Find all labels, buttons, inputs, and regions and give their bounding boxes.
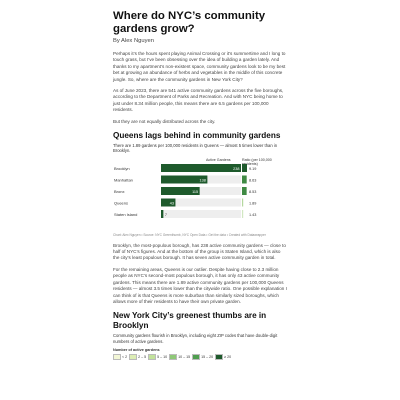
bar-active-gardens <box>161 186 200 195</box>
chart-heading: Queens lags behind in community gardens <box>113 131 281 141</box>
intro-paragraph-2: As of June 2023, there are 541 active co… <box>113 88 284 113</box>
legend-label: < 2 <box>122 354 128 359</box>
ratio-bar <box>242 163 247 172</box>
legend-label: 10 – 15 <box>178 354 191 359</box>
legend-swatch <box>148 353 157 360</box>
body-paragraph-1: Brooklyn, the most-populous borough, has… <box>113 242 286 261</box>
ratio-value-label: 8.63 <box>249 178 256 182</box>
bar-value-label: 238 <box>233 166 239 170</box>
bar-active-gardens <box>161 198 176 207</box>
legend-item: < 2 <box>113 353 128 360</box>
legend-item: 10 – 15 <box>169 353 191 360</box>
bar-track <box>161 209 241 218</box>
legend-title: Number of active gardens <box>113 347 160 352</box>
ratio-bar <box>242 186 247 195</box>
source-prefix: Chart: Alex Nguyen • Source: <box>113 232 155 237</box>
source-link-opendata[interactable]: NYC Open Data <box>182 232 206 237</box>
source-sep-1: , <box>180 232 182 237</box>
bar-value-label: 43 <box>170 201 174 205</box>
col-header-ratio: Ratio (per 100,000 residents) <box>242 157 272 166</box>
map-heading: New York City’s greenest thumbs are in B… <box>113 311 267 331</box>
ratio-value-label: 1.43 <box>249 212 256 216</box>
chart-source: Chart: Alex Nguyen • Source: NYC Greenth… <box>113 233 288 237</box>
legend-label: 5 – 10 <box>157 354 168 359</box>
category-label: Brooklyn <box>114 165 130 170</box>
legend-item: ≥ 20 <box>215 353 232 360</box>
legend-label: 2 – 5 <box>138 354 147 359</box>
category-label: Queens <box>114 200 128 205</box>
map-legend: < 2 2 – 5 5 – 10 10 – 15 15 – 20 ≥ 20 <box>113 353 288 360</box>
bar-active-gardens <box>161 209 164 218</box>
bar-value-label: 138 <box>200 178 206 182</box>
ratio-bar <box>242 209 244 218</box>
legend-item: 2 – 5 <box>129 353 147 360</box>
category-label: Bronx <box>114 188 124 193</box>
legend-swatch <box>113 353 121 360</box>
legend-swatch <box>129 353 138 360</box>
ratio-bar <box>242 198 244 207</box>
source-link-getdata[interactable]: Get the data <box>208 232 226 237</box>
source-sep-3: • Created with <box>226 232 247 237</box>
body-paragraph-2: For the remaining areas, Queens is our o… <box>113 266 287 304</box>
col-header-active: Active Gardens <box>206 157 231 162</box>
legend-swatch <box>192 353 201 360</box>
chart-svg: Brooklyn 238 9.19 Manhattan 138 8.63 Bronx 115 8… <box>114 163 256 218</box>
garden-bar-chart: Active Gardens Ratio (per 100,000 reside… <box>113 158 288 232</box>
source-link-datawrapper[interactable]: Datawrapper <box>247 232 266 237</box>
legend-item: 15 – 20 <box>192 353 214 360</box>
bar-active-gardens <box>161 163 241 172</box>
legend-label: 15 – 20 <box>201 354 214 359</box>
category-label: Manhattan <box>114 177 133 182</box>
ratio-bar <box>242 175 247 184</box>
bar-track <box>161 198 241 207</box>
legend-swatch <box>169 353 178 360</box>
bar-track <box>161 186 241 195</box>
byline: By Alex Nguyen <box>113 38 154 44</box>
map-dek: Community gardens flourish in Brooklyn, … <box>113 333 278 344</box>
legend-label: ≥ 20 <box>224 354 232 359</box>
ratio-value-label: 8.53 <box>249 189 256 193</box>
bar-active-gardens <box>161 175 208 184</box>
intro-paragraph-1: Perhaps it’s the hours spent playing Ani… <box>113 51 286 82</box>
legend-swatch <box>215 353 224 360</box>
source-link-greenthumb[interactable]: NYC Greenthumb <box>155 232 181 237</box>
ratio-value-label: 9.19 <box>249 166 256 170</box>
bar-value-label: 115 <box>192 189 198 193</box>
intro-paragraph-3: But they are not equally distributed acr… <box>113 118 216 124</box>
bar-value-label: 7 <box>165 212 167 216</box>
chart-dek: There are 1.89 gardens per 100,000 resid… <box>113 143 278 154</box>
article-title: Where do NYC’s community gardens grow? <box>113 10 266 35</box>
ratio-value-label: 1.89 <box>249 201 256 205</box>
category-label: Staten Island <box>114 211 137 216</box>
legend-item: 5 – 10 <box>148 353 168 360</box>
article-column: Where do NYC’s community gardens grow? B… <box>113 10 288 360</box>
